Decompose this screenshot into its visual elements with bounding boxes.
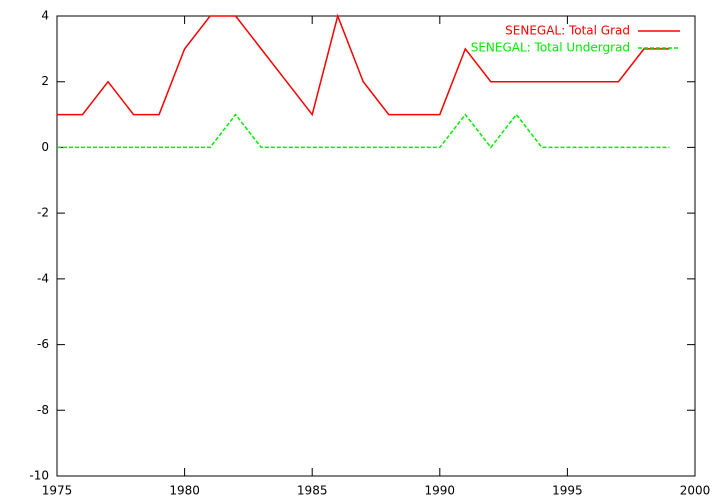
y-tick-label: -6 <box>37 337 49 351</box>
x-tick-label: 2000 <box>680 484 711 498</box>
y-tick-label: 0 <box>41 140 49 154</box>
legend-label: SENEGAL: Total Undergrad <box>471 41 630 55</box>
legend-label: SENEGAL: Total Grad <box>505 24 630 38</box>
y-tick-label: 2 <box>41 74 49 88</box>
y-tick-label: 4 <box>41 9 49 23</box>
x-tick-label: 1975 <box>42 484 73 498</box>
x-tick-label: 1990 <box>425 484 456 498</box>
x-tick-label: 1980 <box>169 484 200 498</box>
y-tick-label: -2 <box>37 206 49 220</box>
x-tick-label: 1995 <box>552 484 583 498</box>
x-tick-label: 1985 <box>297 484 328 498</box>
plot-frame <box>56 15 696 477</box>
y-tick-label: -10 <box>29 469 49 483</box>
y-tick-label: -4 <box>37 271 49 285</box>
series-line <box>57 113 670 149</box>
series-line <box>57 13 670 117</box>
y-tick-label: -8 <box>37 403 49 417</box>
